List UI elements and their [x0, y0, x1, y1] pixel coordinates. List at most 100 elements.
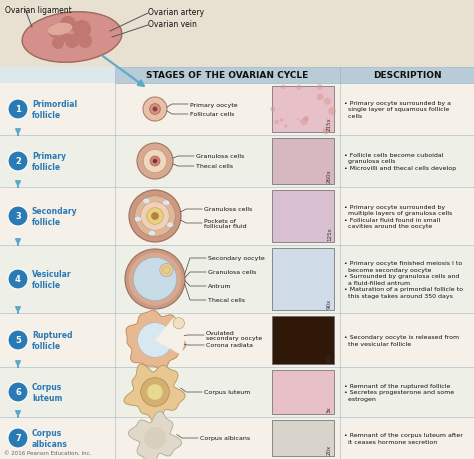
Text: Granulosa cells: Granulosa cells	[196, 154, 244, 159]
Circle shape	[65, 35, 79, 49]
Text: Ovarian vein: Ovarian vein	[148, 20, 197, 29]
Circle shape	[147, 384, 163, 400]
Text: Granulosa cells: Granulosa cells	[208, 270, 256, 275]
Ellipse shape	[167, 223, 173, 228]
Text: 3: 3	[15, 212, 21, 221]
Circle shape	[317, 94, 324, 101]
Bar	[0, 367, 474, 417]
Bar	[272, 316, 334, 364]
Circle shape	[133, 258, 177, 301]
Bar	[0, 0, 474, 68]
Text: • Remnant of the corpus luteum after
  it ceases hormone secretion: • Remnant of the corpus luteum after it …	[344, 432, 463, 444]
Text: • Remnant of the ruptured follicle
• Secretes progesterone and some
  estrogen: • Remnant of the ruptured follicle • Sec…	[344, 383, 454, 401]
Ellipse shape	[163, 201, 169, 206]
Circle shape	[48, 25, 62, 39]
Text: Ruptured
follicle: Ruptured follicle	[32, 330, 73, 350]
Text: STAGES OF THE OVARIAN CYCLE: STAGES OF THE OVARIAN CYCLE	[146, 71, 309, 80]
Text: Pockets of
follicular fluid: Pockets of follicular fluid	[204, 218, 246, 229]
Circle shape	[322, 128, 330, 135]
Circle shape	[163, 267, 170, 274]
Ellipse shape	[48, 24, 73, 36]
Circle shape	[8, 269, 28, 289]
Text: 4: 4	[15, 275, 21, 284]
Circle shape	[304, 118, 308, 121]
Text: Thecal cells: Thecal cells	[208, 298, 245, 303]
Bar	[272, 248, 334, 310]
Bar	[0, 246, 474, 313]
Polygon shape	[126, 311, 186, 371]
Bar	[272, 190, 334, 242]
Circle shape	[280, 119, 283, 123]
Text: 5: 5	[15, 336, 21, 345]
Text: Ovarian ligament: Ovarian ligament	[5, 6, 72, 15]
Text: Follicular cells: Follicular cells	[190, 112, 234, 117]
Circle shape	[128, 253, 182, 306]
Circle shape	[160, 264, 173, 277]
Text: 260x: 260x	[327, 169, 332, 183]
Text: • Primary oocyte finished meiosis I to
  become secondary oocyte
• Surrounded by: • Primary oocyte finished meiosis I to b…	[344, 260, 463, 298]
Circle shape	[150, 157, 160, 167]
Bar	[0, 417, 474, 459]
Circle shape	[297, 119, 299, 121]
Text: Primary
follicle: Primary follicle	[32, 151, 66, 172]
Bar	[340, 68, 474, 84]
Text: • Follicle cells become cuboidal
  granulosa cells
• Microvilli and thecal cells: • Follicle cells become cuboidal granulo…	[344, 152, 456, 171]
Text: Ovulated
secondary oocyte: Ovulated secondary oocyte	[206, 330, 262, 341]
Text: © 2016 Pearson Education, Inc.: © 2016 Pearson Education, Inc.	[4, 450, 91, 455]
Circle shape	[328, 108, 336, 116]
Text: Primary oocyte: Primary oocyte	[190, 102, 237, 107]
Text: Vesicular
follicle: Vesicular follicle	[32, 269, 72, 290]
Circle shape	[173, 318, 184, 329]
Text: 1: 1	[15, 105, 21, 114]
Text: Corpus
luteum: Corpus luteum	[32, 382, 63, 402]
Circle shape	[153, 107, 157, 112]
Bar	[115, 68, 340, 84]
Circle shape	[270, 107, 275, 112]
Circle shape	[296, 85, 301, 90]
Circle shape	[144, 427, 166, 449]
Polygon shape	[128, 412, 182, 459]
Circle shape	[8, 151, 28, 172]
Wedge shape	[155, 318, 184, 355]
Circle shape	[73, 21, 91, 39]
Text: 6: 6	[15, 388, 21, 397]
Text: Secondary
follicle: Secondary follicle	[32, 207, 78, 227]
Circle shape	[274, 120, 279, 125]
Text: 3x: 3x	[327, 405, 332, 412]
Text: Primordial
follicle: Primordial follicle	[32, 100, 77, 120]
Text: • Primary oocyte surrounded by a
  single layer of squamous follicle
  cells: • Primary oocyte surrounded by a single …	[344, 101, 451, 119]
Text: Corpus albicans: Corpus albicans	[200, 436, 250, 441]
Circle shape	[151, 213, 159, 220]
Text: DESCRIPTION: DESCRIPTION	[373, 71, 441, 80]
Bar	[272, 87, 334, 133]
Circle shape	[78, 35, 92, 49]
Circle shape	[129, 190, 181, 242]
Text: 7: 7	[15, 434, 21, 442]
Circle shape	[137, 144, 173, 179]
Circle shape	[52, 38, 64, 50]
Ellipse shape	[22, 13, 122, 63]
Circle shape	[281, 85, 285, 90]
Bar	[0, 188, 474, 246]
Text: Granulosa cells: Granulosa cells	[204, 207, 252, 212]
Bar	[272, 420, 334, 456]
Text: Thecal cells: Thecal cells	[196, 164, 233, 169]
Bar	[272, 139, 334, 185]
Circle shape	[284, 125, 287, 129]
Circle shape	[8, 330, 28, 350]
Text: Secondary oocyte: Secondary oocyte	[208, 256, 265, 261]
Circle shape	[8, 207, 28, 226]
Text: Corona radiata: Corona radiata	[206, 343, 253, 348]
Bar	[0, 84, 474, 136]
Circle shape	[141, 202, 169, 231]
Circle shape	[8, 428, 28, 448]
Bar	[272, 370, 334, 414]
Text: 20x: 20x	[327, 444, 332, 454]
Circle shape	[141, 378, 169, 406]
Text: Corpus
albicans: Corpus albicans	[32, 428, 68, 448]
Circle shape	[8, 382, 28, 402]
Bar	[0, 136, 474, 188]
Text: Ovarian artery: Ovarian artery	[148, 8, 204, 17]
Circle shape	[60, 17, 76, 33]
Circle shape	[146, 208, 164, 225]
